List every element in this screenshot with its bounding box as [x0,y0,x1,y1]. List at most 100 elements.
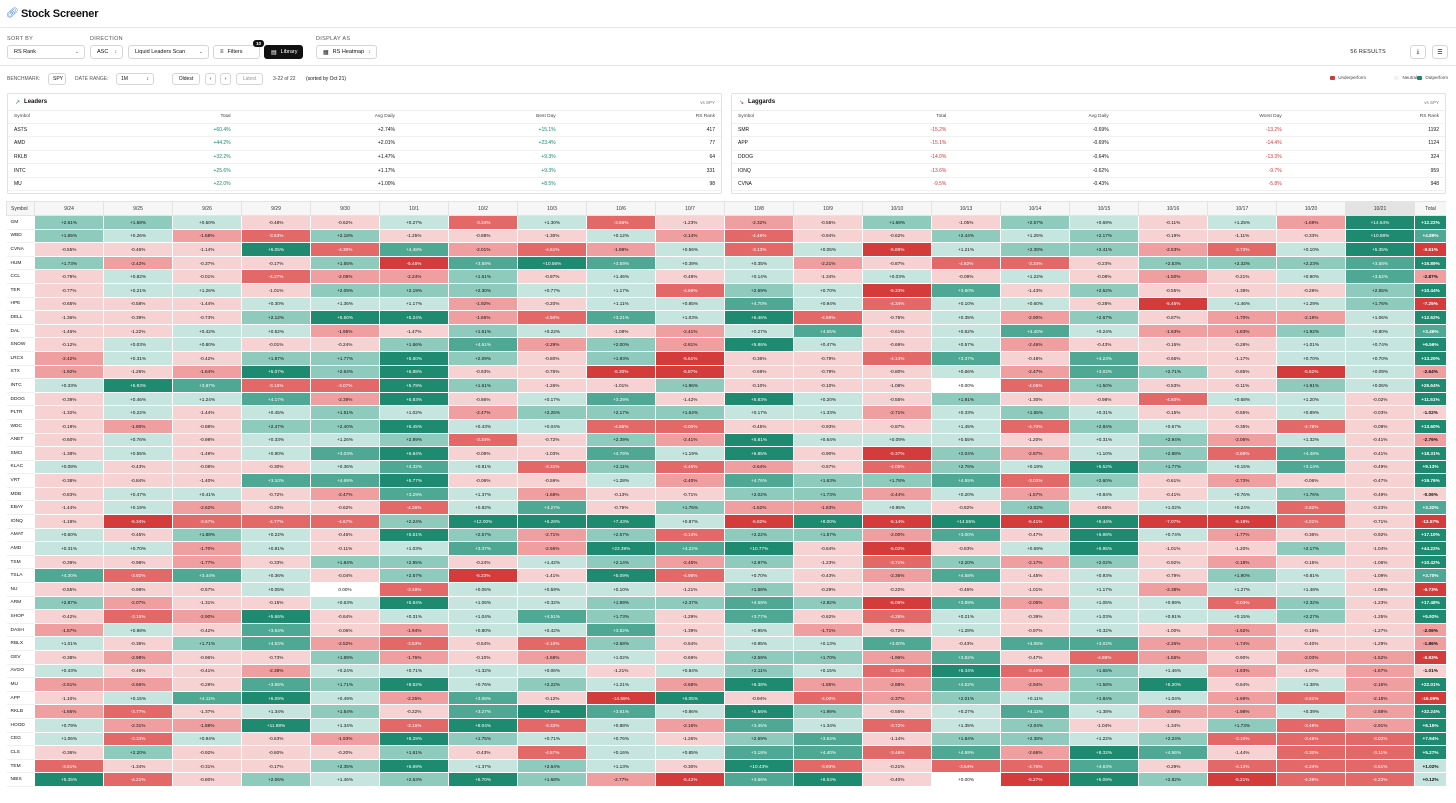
heat-cell[interactable]: +1.30% [517,215,587,230]
heat-cell[interactable]: +0.59% [517,582,587,597]
heat-cell[interactable]: +3.18% [724,745,794,760]
heat-cell[interactable]: +0.15% [793,663,863,679]
heat-cell[interactable]: -1.30% [1000,391,1070,407]
heat-cell[interactable]: -0.48% [241,215,311,230]
heat-cell[interactable]: +1.29% [1276,296,1346,312]
heat-cell[interactable]: -1.92% [448,296,518,312]
heat-cell[interactable]: +1.02% [379,405,449,420]
heat-cell[interactable]: -0.43% [1069,337,1139,352]
heat-cell[interactable]: +3.59% [586,255,656,271]
heat-cell[interactable]: +0.43% [34,663,104,679]
heat-cell[interactable]: +2.04% [931,446,1001,461]
heatmap-row[interactable]: SHOP -0.42% -3.15% -2.90% +5.66% -0.64% +0.31%… [6,609,1446,624]
heat-cell[interactable]: -4.05% [862,459,932,475]
heat-cell[interactable]: +0.22% [103,405,173,420]
heat-cell[interactable]: -0.60% [241,745,311,760]
heat-cell[interactable]: +1.55% [1000,405,1070,420]
heat-cell[interactable]: +4.27% [517,500,587,516]
heat-cell[interactable]: +1.36% [310,296,380,312]
heat-cell[interactable]: +11.98% [241,717,311,733]
heat-cell[interactable]: +2.35% [310,758,380,774]
heat-cell[interactable]: -4.82% [931,255,1001,271]
heat-cell[interactable]: -0.21% [862,758,932,774]
heat-cell[interactable]: -0.62% [862,228,932,244]
heat-cell[interactable]: -1.44% [172,296,242,312]
heat-cell[interactable]: -0.41% [1138,486,1208,502]
heat-cell[interactable]: -0.64% [310,609,380,624]
heatmap-row[interactable]: DELL -1.36% -0.39% -0.73% +2.12% +5.50% +5.24%… [6,310,1446,325]
heat-cell[interactable]: -1.29% [655,609,725,624]
heat-cell[interactable]: -1.34% [103,758,173,774]
heat-cell[interactable]: -3.40% [1000,663,1070,679]
heat-cell[interactable]: -2.01% [448,242,518,257]
heat-cell[interactable]: -1.83% [1207,323,1277,339]
heat-cell[interactable]: +1.61% [448,269,518,284]
heat-cell[interactable]: -1.77% [1207,527,1277,543]
heat-cell[interactable]: -0.30% [655,758,725,774]
heat-cell[interactable]: +0.95% [724,636,794,651]
heat-cell[interactable]: -0.79% [1138,568,1208,584]
heat-cell[interactable]: -1.52% [1345,650,1415,665]
direction-select[interactable]: ASC ↕ [90,45,123,59]
col-date-header[interactable]: 10/14 [1000,201,1070,216]
heat-cell[interactable]: -0.29% [172,677,242,692]
heat-cell[interactable]: -4.77% [241,514,311,529]
heatmap-row[interactable]: IONQ -1.19% -5.34% -3.67% -4.77% -4.67% +2.24%… [6,514,1446,529]
heat-cell[interactable]: -0.49% [655,269,725,284]
heat-cell[interactable]: -0.43% [448,745,518,760]
heat-cell[interactable]: +0.82% [103,269,173,284]
heat-cell[interactable]: -0.54% [448,636,518,651]
heat-cell[interactable]: -0.72% [862,622,932,638]
heat-cell[interactable]: -1.36% [34,310,104,325]
latest-button[interactable]: Latest [236,73,263,85]
heatmap-row[interactable]: CEG +1.06% -3.33% +0.94% -0.63% -1.93% +6.29% +… [6,731,1446,747]
heat-cell[interactable]: -1.03% [517,446,587,461]
heat-cell[interactable]: -4.21% [103,772,173,787]
heat-cell[interactable]: +4.48% [379,242,449,257]
heat-cell[interactable]: +1.17% [1069,582,1139,597]
heat-cell[interactable]: +2.09% [448,350,518,366]
heat-cell[interactable]: +3.02% [1069,636,1139,651]
heat-cell[interactable]: -1.96% [862,650,932,665]
heat-cell[interactable]: +0.15% [1207,459,1277,475]
heat-cell[interactable]: +0.74% [1345,337,1415,352]
heat-cell[interactable]: +3.59% [448,255,518,271]
heat-cell[interactable]: +0.46% [103,391,173,407]
heat-cell[interactable]: -1.44% [172,405,242,420]
heat-cell[interactable]: -1.66% [34,704,104,719]
heat-cell[interactable]: +10.77% [724,541,794,556]
heat-cell[interactable]: +1.77% [1138,459,1208,475]
heat-cell[interactable]: +2.06% [241,772,311,787]
heatmap-row[interactable]: MU -2.51% -2.66% -0.29% +3.96% +1.71% +8.52% +0… [6,677,1446,692]
heat-cell[interactable]: -0.69% [862,337,932,352]
heat-cell[interactable]: +0.06% [517,663,587,679]
heat-cell[interactable]: +1.34% [793,717,863,733]
heat-cell[interactable]: +1.70% [793,650,863,665]
heat-cell[interactable]: +1.32% [1276,432,1346,448]
leaders-row[interactable]: RKLB +32.2% +1.47% +9.3% 64 [8,150,721,165]
heat-cell[interactable]: -3.82% [1276,500,1346,516]
heat-cell[interactable]: -4.98% [655,568,725,584]
heat-cell[interactable]: +6.05% [241,242,311,257]
heat-cell[interactable]: -0.17% [241,758,311,774]
heat-cell[interactable]: +0.19% [1000,459,1070,475]
heat-cell[interactable]: -1.21% [655,582,725,597]
heat-cell[interactable]: -0.92% [172,745,242,760]
heat-cell[interactable]: -0.41% [1345,432,1415,448]
heat-cell[interactable]: +1.28% [586,473,656,488]
heat-cell[interactable]: +1.17% [379,296,449,312]
heat-cell[interactable]: -0.93% [793,418,863,434]
heat-cell[interactable]: +4.30% [34,568,104,584]
heat-cell[interactable]: -4.76% [1000,758,1070,774]
heat-cell[interactable]: +4.51% [448,337,518,352]
col-date-header[interactable]: 10/17 [1207,201,1277,216]
heat-cell[interactable]: +4.70% [724,296,794,312]
heat-cell[interactable]: +1.99% [793,704,863,719]
heat-cell[interactable]: +0.11% [1000,690,1070,706]
heat-cell[interactable]: -0.22% [379,704,449,719]
heat-cell[interactable]: +2.55% [1345,282,1415,298]
heat-cell[interactable]: -0.15% [241,595,311,611]
heat-cell[interactable]: -3.15% [103,609,173,624]
heat-cell[interactable]: -5.46% [1138,296,1208,312]
heat-cell[interactable]: +0.69% [1069,215,1139,230]
